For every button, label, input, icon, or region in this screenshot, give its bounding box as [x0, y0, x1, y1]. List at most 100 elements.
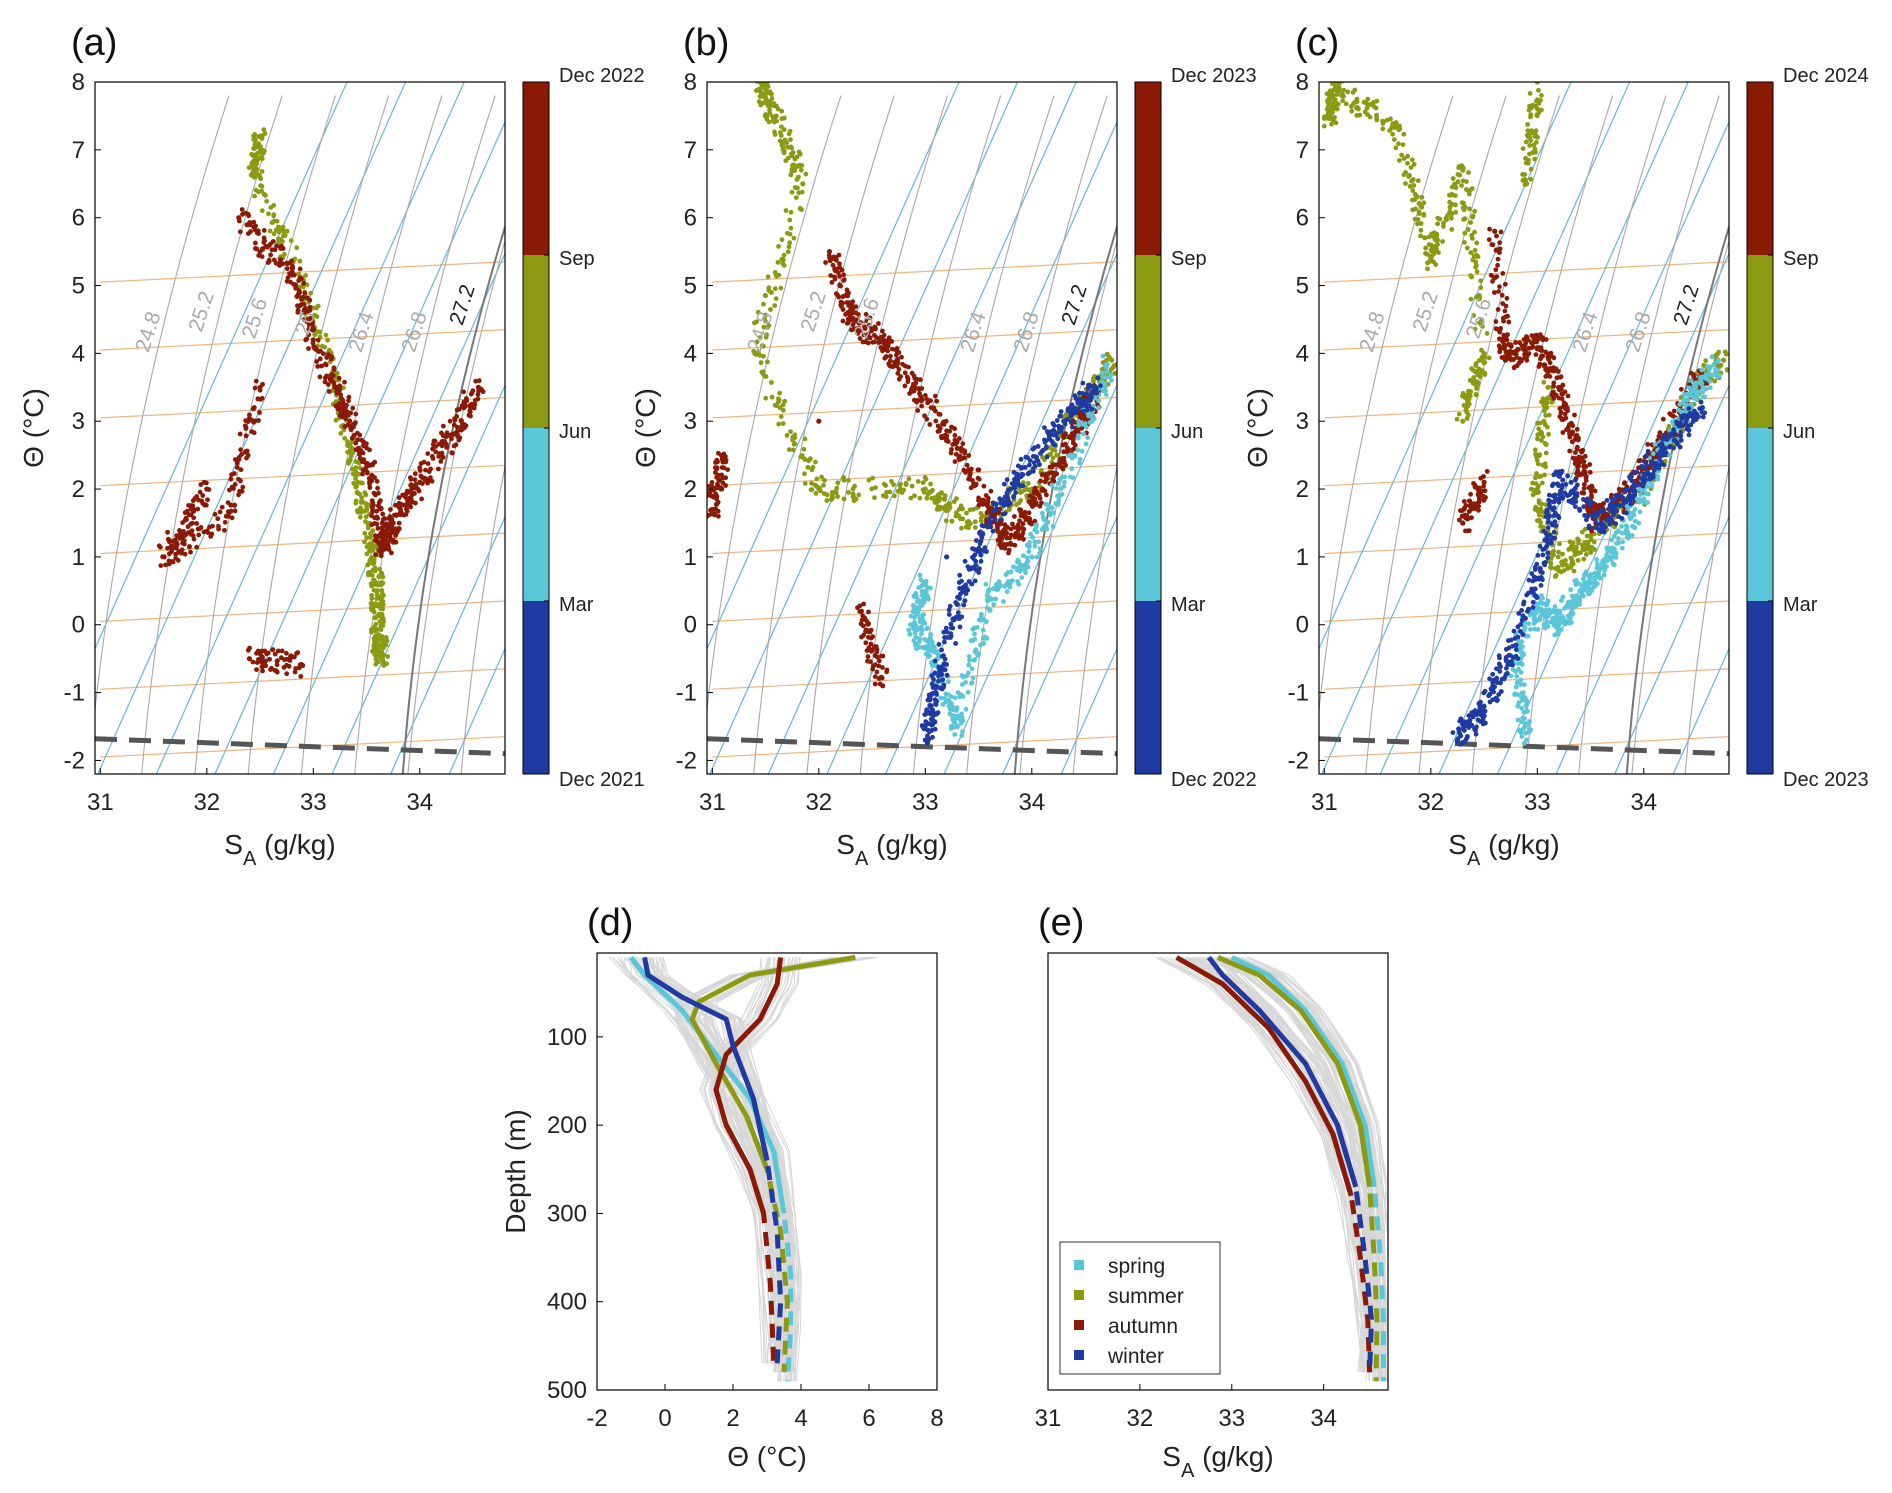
data-point-summer — [1421, 212, 1427, 217]
data-point-autumn — [377, 506, 383, 511]
data-point-autumn — [342, 379, 347, 385]
data-point-spring — [908, 613, 914, 619]
data-point-winter — [1011, 495, 1016, 500]
data-point-autumn — [1051, 478, 1057, 484]
data-point-autumn — [870, 666, 876, 672]
data-point-autumn — [832, 268, 838, 274]
data-point-winter — [962, 558, 968, 564]
data-point-winter — [1012, 479, 1018, 484]
data-point-summer — [794, 177, 800, 182]
data-point-winter — [978, 532, 984, 538]
data-point-winter — [972, 578, 978, 584]
data-point-autumn — [322, 379, 328, 385]
data-point-summer — [1578, 550, 1583, 555]
data-point-autumn — [423, 467, 428, 473]
data-point-autumn — [861, 601, 866, 607]
data-point-autumn — [190, 498, 196, 504]
data-point-autumn — [1657, 430, 1663, 435]
data-point-autumn — [396, 526, 402, 531]
data-point-winter — [1068, 413, 1074, 419]
data-point-spring — [969, 680, 974, 686]
data-point-autumn — [295, 309, 301, 315]
data-point-summer — [906, 476, 912, 482]
data-point-autumn — [290, 263, 295, 269]
data-point-autumn — [461, 399, 467, 405]
data-point-autumn — [1560, 417, 1566, 422]
data-point-summer — [870, 475, 876, 481]
data-point-autumn — [274, 658, 280, 664]
data-point-summer — [1524, 181, 1530, 187]
data-point-autumn — [1538, 345, 1544, 351]
data-point-summer — [1399, 152, 1404, 158]
data-point-spring — [1515, 717, 1521, 723]
data-point-winter — [1069, 424, 1075, 430]
data-point-summer — [1365, 96, 1371, 102]
axes-frame — [94, 81, 506, 775]
data-point-autumn — [270, 647, 276, 652]
data-point-summer — [1453, 209, 1459, 215]
data-point-spring — [907, 631, 913, 637]
data-point-summer — [797, 206, 803, 212]
data-point-autumn — [315, 337, 321, 343]
data-point-summer — [276, 224, 281, 230]
data-point-summer — [941, 496, 947, 502]
data-point-summer — [280, 224, 286, 230]
data-point-summer — [1396, 126, 1402, 133]
data-point-autumn — [1498, 229, 1504, 235]
data-point-autumn — [1574, 426, 1580, 432]
data-point-summer — [1533, 481, 1539, 487]
data-point-spring — [952, 695, 958, 701]
data-point-winter — [1044, 444, 1049, 450]
data-point-spring — [963, 680, 969, 685]
data-point-summer — [372, 604, 377, 609]
data-point-summer — [1374, 98, 1380, 104]
data-point-spring — [912, 615, 917, 620]
data-point-summer — [368, 600, 374, 606]
isopycnal-line — [912, 95, 1055, 774]
data-point-winter — [1018, 472, 1024, 479]
data-point-summer — [259, 169, 265, 174]
data-point-spring — [943, 691, 949, 697]
data-point-summer — [1405, 160, 1410, 166]
isopycnal-line — [1365, 95, 1507, 774]
data-point-autumn — [712, 512, 717, 518]
data-point-autumn — [346, 398, 351, 404]
data-point-autumn — [988, 488, 994, 494]
x-tick-label: 34 — [1018, 789, 1045, 816]
data-point-autumn — [838, 302, 844, 308]
isopycnal-label: 26.4 — [956, 309, 991, 355]
spiciness-line — [100, 396, 505, 419]
data-point-summer — [377, 566, 383, 572]
data-point-spring — [1014, 567, 1020, 573]
data-point-spring — [1015, 559, 1020, 565]
data-point-autumn — [1505, 352, 1510, 358]
data-point-autumn — [877, 675, 883, 681]
data-point-autumn — [1039, 472, 1045, 477]
data-point-autumn — [1463, 515, 1468, 521]
ts-panel-a: 24.8 25.2 25.6 26 26.4 26.827.2876543210-1-23… — [18, 22, 645, 870]
data-point-autumn — [1581, 486, 1587, 491]
data-point-autumn — [863, 640, 869, 646]
data-point-summer — [786, 244, 792, 250]
data-point-autumn — [289, 269, 295, 275]
data-point-autumn — [1463, 503, 1469, 508]
data-point-autumn — [257, 384, 263, 390]
data-point-autumn — [475, 384, 481, 390]
data-point-autumn — [408, 504, 413, 510]
data-point-summer — [1468, 250, 1474, 256]
data-point-summer — [783, 158, 789, 164]
isopycnal-line — [1319, 95, 1454, 715]
data-point-autumn — [394, 513, 399, 518]
data-point-summer — [846, 490, 851, 495]
data-point-autumn — [447, 418, 453, 424]
data-point-autumn — [1500, 301, 1506, 306]
data-point-summer — [1330, 110, 1335, 115]
data-point-autumn — [408, 476, 414, 482]
data-point-summer — [271, 218, 277, 224]
data-point-summer — [1474, 240, 1480, 246]
isopycnal-line — [753, 95, 895, 774]
data-point-summer — [1447, 208, 1453, 214]
data-point-summer — [1522, 172, 1528, 177]
data-point-autumn — [263, 663, 269, 669]
data-point-winter — [953, 641, 958, 646]
